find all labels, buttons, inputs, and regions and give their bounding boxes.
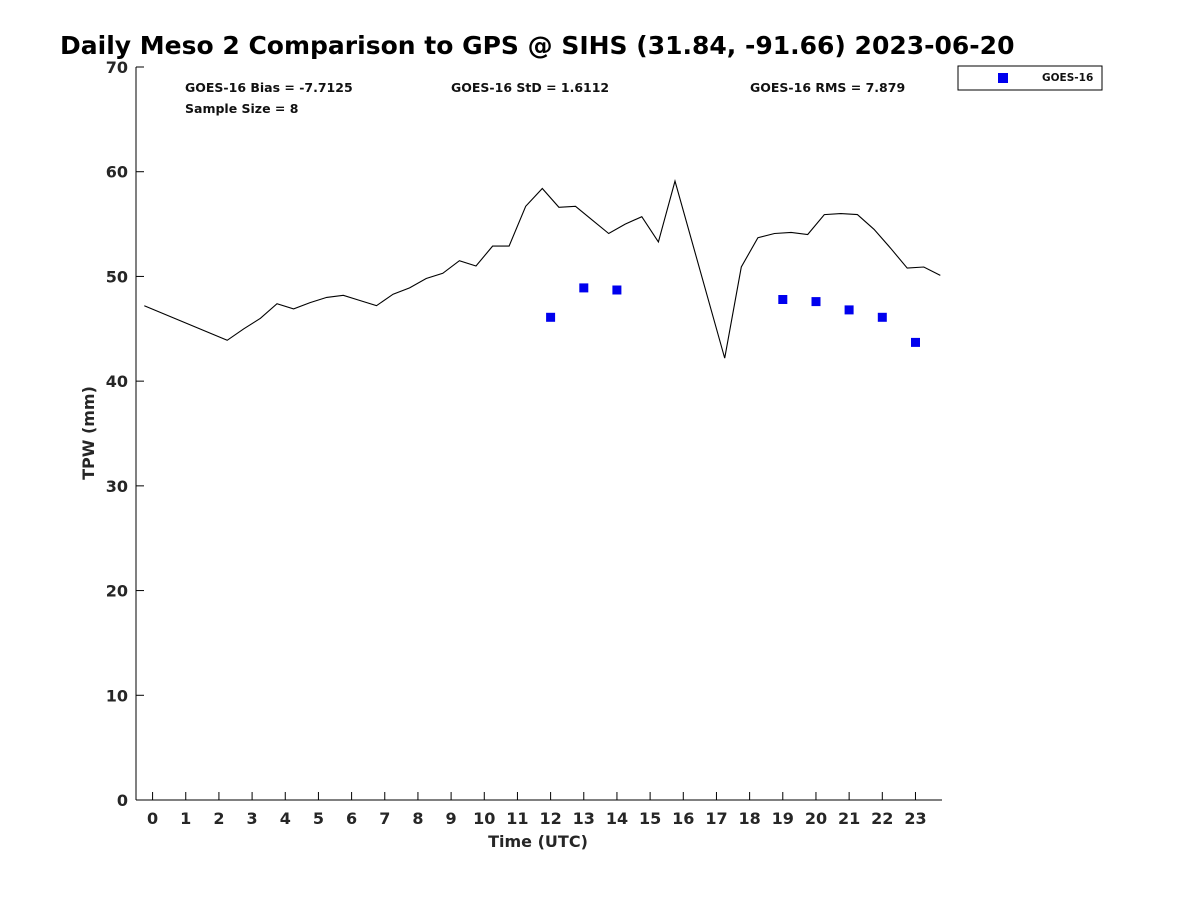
- x-tick-label: 7: [379, 809, 390, 828]
- x-tick-label: 20: [805, 809, 827, 828]
- x-tick-label: 12: [539, 809, 561, 828]
- chart-title: Daily Meso 2 Comparison to GPS @ SIHS (3…: [60, 31, 1014, 60]
- y-tick-label: 30: [106, 477, 128, 496]
- goes16-point: [877, 312, 887, 322]
- goes16-point: [911, 337, 920, 347]
- goes16-point: [844, 305, 854, 315]
- legend-box: [957, 65, 1103, 91]
- y-tick-label: 60: [106, 163, 128, 182]
- x-tick-label: 18: [738, 809, 760, 828]
- series-layer: [144, 179, 941, 359]
- rms-stat: GOES-16 RMS = 7.879: [750, 80, 905, 95]
- x-tick-label: 23: [904, 809, 926, 828]
- y-tick-label: 50: [106, 267, 128, 286]
- y-tick-label: 70: [106, 58, 128, 77]
- x-tick-label: 5: [313, 809, 324, 828]
- y-axis-label: TPW (mm): [79, 386, 98, 480]
- x-tick-label: 16: [672, 809, 694, 828]
- x-tick-label: 0: [147, 809, 158, 828]
- goes16-point: [811, 297, 821, 307]
- x-tick-label: 11: [506, 809, 528, 828]
- y-tick-label: 40: [106, 372, 128, 391]
- x-tick-label: 9: [446, 809, 457, 828]
- goes16-point: [546, 312, 556, 322]
- x-tick-label: 21: [838, 809, 860, 828]
- x-ticks: 0 1 2 3 4 5 6 7 8 9 10 11 12 13 14 15 16 17 18 19 20 21 22 23: [147, 792, 927, 828]
- x-tick-label: 8: [412, 809, 423, 828]
- x-tick-label: 17: [705, 809, 727, 828]
- y-ticks: 0 10 20 30 40 50 60 70: [106, 58, 144, 810]
- x-tick-label: 13: [573, 809, 595, 828]
- legend-label-goes16: GOES-16: [1042, 72, 1093, 84]
- axes: [135, 67, 942, 801]
- x-tick-label: 10: [473, 809, 495, 828]
- x-tick-label: 14: [606, 809, 628, 828]
- x-tick-label: 15: [639, 809, 661, 828]
- x-tick-label: 2: [213, 809, 224, 828]
- gps-tpw-line: [144, 179, 941, 359]
- sample-size-stat: Sample Size = 8: [185, 101, 298, 116]
- std-stat: GOES-16 StD = 1.6112: [451, 80, 609, 95]
- legend: GOES-16: [957, 65, 1103, 91]
- x-tick-label: 1: [180, 809, 191, 828]
- goes16-point: [579, 283, 589, 293]
- x-tick-label: 4: [280, 809, 291, 828]
- x-tick-label: 6: [346, 809, 357, 828]
- y-tick-label: 20: [106, 582, 128, 601]
- bias-stat: GOES-16 Bias = -7.7125: [185, 80, 353, 95]
- legend-marker-goes16: [998, 73, 1008, 83]
- y-tick-label: 0: [117, 791, 128, 810]
- y-tick-label: 10: [106, 686, 128, 705]
- x-tick-label: 3: [247, 809, 258, 828]
- x-tick-label: 19: [772, 809, 794, 828]
- goes16-point: [778, 295, 788, 304]
- goes16-point: [612, 285, 622, 295]
- x-tick-label: 22: [871, 809, 893, 828]
- x-axis-label: Time (UTC): [488, 832, 588, 851]
